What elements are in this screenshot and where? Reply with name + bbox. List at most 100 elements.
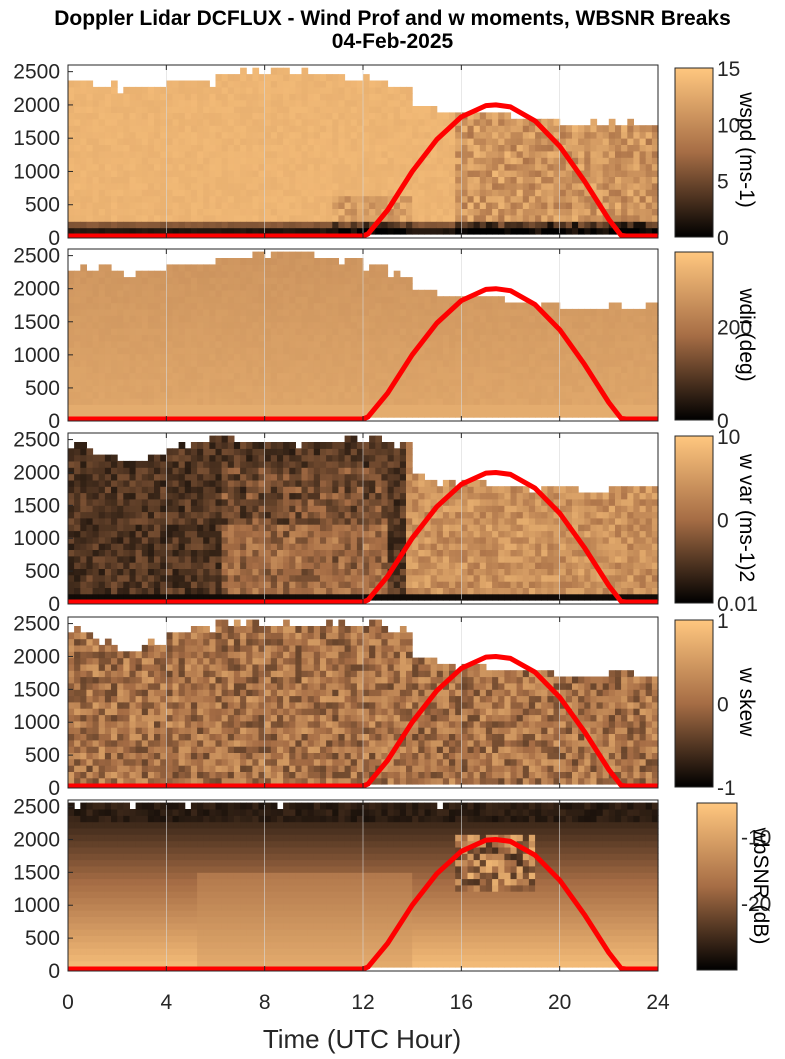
heatmap-cell — [154, 486, 161, 494]
heatmap-cell — [252, 391, 260, 399]
heatmap-cell — [92, 511, 100, 519]
heatmap-cell — [547, 208, 555, 216]
heatmap-cell — [645, 340, 653, 348]
heatmap-cell — [215, 258, 223, 265]
heatmap-cell — [572, 315, 579, 323]
heatmap-cell — [492, 150, 499, 158]
heatmap-cell — [68, 93, 75, 101]
heatmap-cell — [141, 176, 149, 184]
heatmap-cell — [393, 296, 401, 304]
heatmap-cell — [387, 302, 395, 310]
heatmap-cell — [233, 264, 241, 272]
heatmap-cell — [98, 340, 106, 348]
heatmap-cell — [356, 321, 364, 329]
heatmap-cell — [258, 568, 266, 576]
heatmap-cell — [166, 555, 173, 563]
heatmap-cell — [270, 74, 278, 82]
heatmap-cell — [203, 378, 210, 386]
heatmap-cell — [356, 176, 364, 184]
heatmap-cell — [123, 505, 130, 513]
heatmap-cell — [289, 397, 296, 405]
heatmap-cell — [590, 404, 598, 412]
heatmap-cell — [559, 308, 567, 316]
heatmap-cell — [559, 359, 567, 367]
heatmap-cell — [338, 74, 346, 82]
heatmap-cell — [639, 397, 647, 405]
heatmap-cell — [369, 86, 376, 94]
heatmap-cell — [485, 208, 493, 216]
heatmap-cell — [332, 150, 339, 158]
heatmap-cell — [528, 391, 536, 399]
heatmap-cell — [104, 581, 112, 588]
heatmap-cell — [92, 574, 100, 582]
heatmap-cell — [135, 536, 143, 544]
heatmap-cell — [363, 125, 370, 133]
heatmap-cell — [381, 270, 389, 278]
heatmap-cell — [197, 308, 204, 316]
heatmap-cell — [246, 157, 253, 165]
heatmap-cell — [590, 359, 598, 367]
heatmap-cell — [190, 144, 198, 152]
heatmap-cell — [541, 227, 548, 235]
heatmap-cell — [633, 404, 641, 412]
heatmap-cell — [117, 176, 124, 184]
heatmap-cell — [190, 473, 198, 481]
heatmap-cell — [190, 150, 198, 158]
heatmap-cell — [270, 170, 278, 177]
heatmap-cell — [436, 144, 444, 152]
heatmap-cell — [227, 467, 235, 475]
heatmap-cell — [98, 308, 106, 316]
heatmap-cell — [412, 328, 419, 335]
heatmap-cell — [283, 251, 290, 259]
heatmap-cell — [209, 543, 217, 550]
heatmap-cell — [572, 372, 579, 380]
heatmap-cell — [209, 486, 217, 494]
heatmap-cell — [147, 214, 155, 222]
heatmap-cell — [264, 112, 272, 120]
heatmap-cell — [233, 568, 241, 576]
heatmap-cell — [350, 404, 358, 412]
heatmap-cell — [129, 125, 137, 133]
heatmap-cell — [301, 404, 309, 412]
heatmap-cell — [479, 125, 487, 133]
heatmap-cell — [166, 340, 173, 348]
heatmap-cell — [258, 170, 266, 177]
heatmap-cell — [412, 189, 419, 197]
heatmap-cell — [307, 112, 315, 120]
heatmap-cell — [135, 404, 143, 412]
heatmap-cell — [516, 125, 524, 133]
heatmap-cell — [246, 536, 253, 544]
heatmap-cell — [633, 189, 641, 197]
heatmap-cell — [80, 498, 87, 506]
heatmap-cell — [147, 106, 155, 113]
heatmap-cell — [645, 410, 653, 418]
heatmap-cell — [104, 353, 112, 361]
heatmap-cell — [283, 118, 290, 126]
heatmap-cell — [307, 308, 315, 316]
heatmap-cell — [584, 227, 591, 235]
heatmap-cell — [172, 270, 180, 278]
heatmap-cell — [356, 328, 364, 335]
heatmap-cell — [258, 264, 266, 272]
heatmap-cell — [252, 99, 260, 107]
heatmap-cell — [160, 302, 167, 310]
heatmap-cell — [399, 334, 407, 342]
heatmap-cell — [154, 208, 161, 216]
heatmap-cell — [356, 270, 364, 278]
heatmap-cell — [406, 118, 413, 126]
heatmap-cell — [270, 372, 278, 380]
heatmap-cell — [74, 195, 81, 203]
heatmap-cell — [129, 517, 137, 525]
heatmap-cell — [172, 208, 180, 216]
heatmap-cell — [147, 315, 155, 323]
heatmap-cell — [510, 385, 518, 393]
heatmap-cell — [252, 195, 260, 203]
heatmap-cell — [295, 138, 303, 145]
heatmap-cell — [504, 112, 512, 120]
heatmap-cell — [252, 144, 260, 152]
heatmap-cell — [344, 391, 352, 399]
heatmap-cell — [559, 138, 567, 145]
heatmap-cell — [363, 302, 370, 310]
heatmap-cell — [406, 93, 413, 101]
heatmap-cell — [485, 302, 493, 310]
